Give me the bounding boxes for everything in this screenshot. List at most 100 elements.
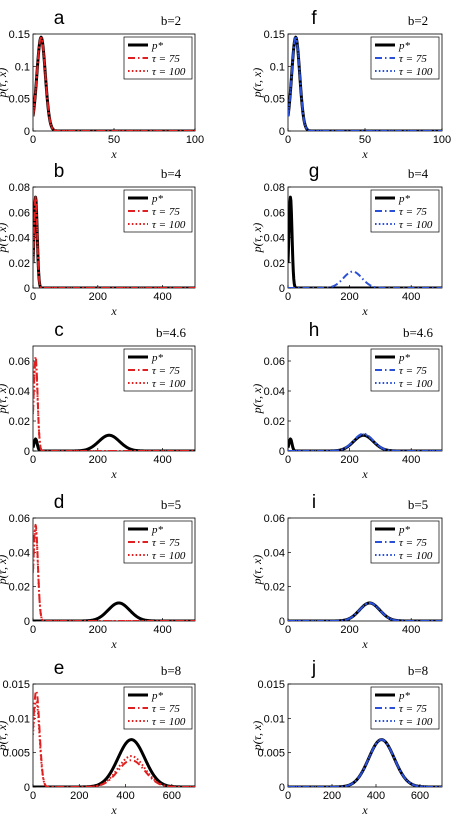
x-axis-label: x: [110, 637, 117, 651]
legend-label: τ = 100: [399, 378, 433, 390]
series-line-tau-75: [288, 432, 442, 451]
y-tick-label: 0.06: [264, 356, 285, 368]
legend-label: τ = 75: [152, 53, 180, 65]
x-tick-label: 400: [153, 291, 171, 303]
series-line-tau-100: [33, 700, 195, 787]
y-axis-label: p(τ, x): [250, 384, 264, 415]
legend-label: τ = 100: [152, 219, 186, 231]
y-tick-label: 0.1: [270, 61, 285, 73]
panel-letter: h: [309, 320, 320, 341]
legend-label: τ = 75: [152, 537, 180, 549]
y-tick-label: 0.04: [9, 233, 30, 245]
y-tick-label: 0.1: [15, 61, 30, 73]
axes-box: [287, 683, 443, 788]
x-axis-label: x: [361, 637, 368, 651]
legend-label: p*: [151, 193, 164, 205]
legend-label: τ = 100: [152, 66, 186, 78]
y-tick-label: 0.04: [9, 386, 30, 398]
x-tick-label: 0: [285, 134, 291, 146]
legend-label: τ = 75: [152, 365, 180, 377]
legend-label: τ = 75: [152, 206, 180, 218]
x-tick-label: 400: [402, 624, 420, 636]
y-axis-label: p(τ, x): [250, 223, 264, 254]
y-tick-label: 0.04: [264, 233, 285, 245]
plot-area: [33, 690, 195, 787]
x-axis-label: x: [110, 467, 117, 481]
chart-panel-f: 0 50 100 0 0.05 0.1 0.15 x p(τ, x) f b=2 p*τ = 75τ …: [250, 8, 451, 161]
x-axis-label: x: [361, 467, 368, 481]
y-axis-label: p(τ, x): [0, 721, 9, 752]
y-tick-label: 0.015: [2, 679, 30, 691]
legend-label: τ = 100: [399, 716, 433, 728]
legend-label: τ = 100: [152, 716, 186, 728]
b-value-label: b=5: [161, 497, 181, 512]
legend: p*τ = 75τ = 100: [123, 36, 193, 80]
y-axis-label: p(τ, x): [0, 223, 9, 254]
x-axis-label: x: [110, 803, 117, 817]
legend-label: τ = 75: [399, 365, 427, 377]
x-tick-label: 0: [285, 790, 291, 802]
legend-label: p*: [398, 690, 411, 702]
y-axis-label: p(τ, x): [250, 721, 264, 752]
x-tick-label: 100: [433, 134, 451, 146]
legend-label: p*: [151, 40, 164, 52]
legend-label: τ = 75: [399, 53, 427, 65]
legend-label: τ = 75: [399, 206, 427, 218]
b-value-label: b=2: [161, 13, 181, 28]
x-tick-label: 0: [285, 454, 291, 466]
y-tick-label: 0.005: [2, 748, 30, 760]
x-tick-label: 0: [30, 624, 36, 636]
y-tick-label: 0.06: [9, 207, 30, 219]
panel-letter: f: [311, 8, 317, 29]
b-value-label: b=4: [408, 166, 429, 181]
y-tick-label: 0.06: [9, 513, 30, 525]
x-tick-label: 400: [402, 454, 420, 466]
x-tick-label: 600: [411, 790, 429, 802]
x-axis-label: x: [110, 147, 117, 161]
legend: p*τ = 75τ = 100: [370, 520, 440, 564]
series-line-p-star: [33, 433, 195, 451]
legend: p*τ = 75τ = 100: [123, 686, 193, 730]
b-value-label: b=2: [408, 13, 428, 28]
b-value-label: b=4.6: [156, 325, 187, 340]
panel-letter: i: [312, 492, 316, 513]
y-tick-label: 0.015: [257, 679, 285, 691]
legend: p*τ = 75τ = 100: [370, 686, 440, 730]
y-tick-label: 0.02: [264, 582, 285, 594]
y-tick-label: 0.05: [9, 94, 30, 106]
x-tick-label: 0: [30, 790, 36, 802]
legend-label: p*: [398, 40, 411, 52]
y-tick-label: 0.01: [264, 713, 285, 725]
x-tick-label: 200: [89, 291, 107, 303]
plot-area: [288, 738, 442, 787]
legend: p*τ = 75τ = 100: [123, 520, 193, 564]
x-axis-label: x: [361, 803, 368, 817]
y-tick-label: 0.01: [9, 713, 30, 725]
x-tick-label: 400: [153, 454, 171, 466]
x-tick-label: 600: [163, 790, 181, 802]
legend: p*τ = 75τ = 100: [370, 348, 440, 392]
chart-panel-a: 0 50 100 0 0.05 0.1 0.15 x p(τ, x) a b=2 p*τ = 75τ …: [0, 8, 204, 161]
y-tick-label: 0.02: [9, 582, 30, 594]
legend: p*τ = 75τ = 100: [370, 36, 440, 80]
series-line-p-star: [288, 433, 442, 451]
legend-label: τ = 100: [152, 550, 186, 562]
x-tick-label: 0: [285, 291, 291, 303]
plot-area: [288, 601, 442, 621]
legend-label: p*: [398, 352, 411, 364]
x-axis-label: x: [110, 304, 117, 318]
y-tick-label: 0.04: [264, 547, 285, 559]
y-tick-label: 0: [279, 782, 285, 794]
y-axis-label: p(τ, x): [0, 555, 9, 586]
series-line-p-star: [33, 601, 195, 621]
y-tick-label: 0.04: [9, 547, 30, 559]
legend: p*τ = 75τ = 100: [123, 189, 193, 233]
panel-letter: d: [54, 492, 65, 513]
panel-letter: a: [54, 8, 65, 29]
y-axis-label: p(τ, x): [250, 68, 264, 99]
x-tick-label: 0: [30, 134, 36, 146]
